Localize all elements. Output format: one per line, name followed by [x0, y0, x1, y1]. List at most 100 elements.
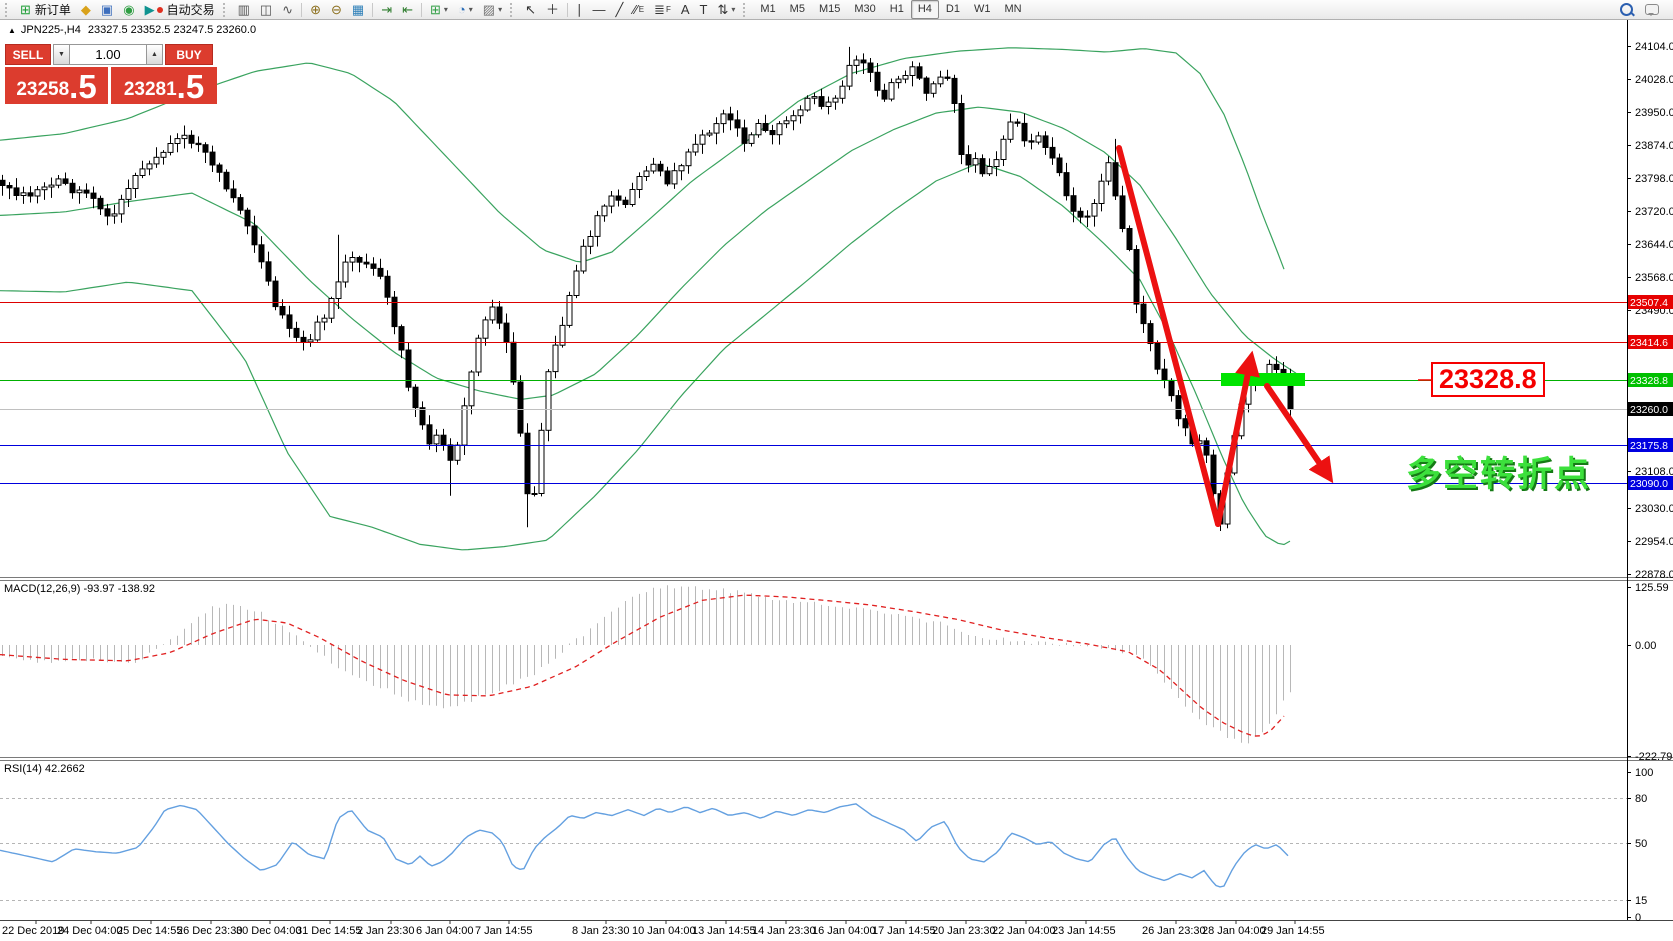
new-order-icon: ⊞ [20, 1, 31, 17]
fibonacci-sub-label: F [665, 4, 671, 14]
new-order-button[interactable]: ⊞ 新订单 [15, 0, 76, 20]
sell-price-button[interactable]: 23258.5 [5, 67, 108, 104]
toolbar-separator [301, 2, 303, 17]
tile-windows-button[interactable]: ▦ [347, 0, 369, 20]
data-window-icon: ▣ [100, 1, 114, 17]
symbol-bar: ▲ JPN225-,H4 23327.5 23352.5 23247.5 23260… [8, 24, 256, 36]
one-click-trade-panel: SELL ▼ ▲ BUY 23258.5 23281.5 [5, 44, 217, 104]
time-axis-label: 22 Dec 2019 [2, 925, 64, 937]
text-label-icon: T [699, 1, 708, 17]
toolbar-grip [743, 2, 750, 17]
time-axis-label: 13 Jan 14:55 [692, 925, 756, 937]
autotrading-button[interactable]: ▶ 自动交易 [140, 0, 220, 20]
sell-button[interactable]: SELL [5, 44, 51, 65]
timeframe-d1-button[interactable]: D1 [945, 3, 960, 15]
macd-scale-label: 0.00 [1635, 640, 1656, 652]
time-axis-label: 10 Jan 04:00 [632, 925, 696, 937]
templates-dropdown-icon[interactable]: ▾ [498, 4, 503, 14]
search-icon[interactable] [1620, 3, 1633, 16]
indicators-dropdown-icon[interactable]: ▾ [443, 4, 448, 14]
text-button[interactable]: A [676, 0, 695, 20]
y-axis-label: 23108.0 [1635, 466, 1673, 478]
price-callout-box[interactable]: 23328.8 [1431, 362, 1545, 397]
signals-button[interactable]: ◉ [118, 0, 139, 20]
red-trend-arrow-2[interactable] [1215, 350, 1260, 527]
chart-drawings [1116, 145, 1431, 527]
buy-button[interactable]: BUY [165, 44, 213, 65]
buy-price-main: 23281 [123, 79, 177, 100]
time-axis-label: 26 Jan 23:30 [1142, 925, 1206, 937]
toolbar-grip [222, 2, 230, 17]
horizontal-line-button[interactable]: — [588, 0, 611, 20]
tile-windows-icon: ▦ [351, 1, 365, 17]
rsi-scale-label: 80 [1635, 793, 1647, 805]
rsi-scale-label: 100 [1635, 767, 1653, 779]
timeframe-m5-button[interactable]: M5 [789, 3, 805, 15]
equidistant-channel-icon: ∕∕ [633, 1, 638, 17]
volume-decrease-button[interactable]: ▼ [53, 44, 70, 65]
timeframe-h4-button[interactable]: H4 [910, 0, 939, 19]
bar-chart-button[interactable]: ▥ [233, 0, 255, 20]
arrows-button[interactable]: ⇅ ▾ [712, 0, 740, 20]
indicators-button[interactable]: ⊞ ▾ [425, 0, 453, 20]
bar-chart-icon: ▥ [237, 1, 250, 17]
red-trend-arrow-3[interactable] [1264, 383, 1334, 484]
macd-label: MACD(12,26,9) -93.97 -138.92 [4, 583, 155, 595]
symbol-ohlc-values: 23327.5 23352.5 23247.5 23260.0 [87, 24, 257, 36]
zoom-out-button[interactable]: ⊖ [326, 0, 347, 20]
line-chart-button[interactable]: ∿ [277, 0, 298, 20]
arrows-dropdown-icon[interactable]: ▾ [731, 4, 736, 14]
volume-increase-button[interactable]: ▲ [146, 44, 163, 65]
timeframe-toolbar-group: M1 M5 M15 M30 H1 H4 D1 W1 MN [753, 0, 1028, 19]
templates-icon: ▨ [482, 1, 496, 17]
y-axis-label: 23568.0 [1635, 272, 1673, 284]
crosshair-button[interactable]: ＋ [541, 0, 564, 20]
chat-icon[interactable] [1645, 4, 1659, 16]
timeframe-h1-button[interactable]: H1 [889, 3, 904, 15]
text-label-button[interactable]: T [695, 0, 713, 20]
drawing-toolbar-group: ↖ ＋ ∣ — ╱ ∕∕ E ≣ F A T ⇅ ▾ [520, 0, 740, 20]
green-highlight-bar[interactable] [1221, 373, 1305, 386]
candlestick-chart-icon: ◫ [259, 1, 273, 17]
periods-button[interactable]: ◔ ▾ [453, 0, 478, 20]
red-trend-arrow-1[interactable] [1116, 145, 1221, 527]
timeframe-mn-button[interactable]: MN [1004, 3, 1022, 15]
periods-dropdown-icon[interactable]: ▾ [468, 4, 473, 14]
candlestick-chart-button[interactable]: ◫ [255, 0, 277, 20]
fibonacci-icon: ≣ [654, 1, 665, 17]
data-window-button[interactable]: ▣ [96, 0, 118, 20]
auto-scroll-button[interactable]: ⇥ [376, 0, 397, 20]
price-marker-23414.6 [1628, 335, 1673, 349]
price-marker-label: 23260.0 [1630, 404, 1668, 416]
timeframe-m1-button[interactable]: M1 [760, 3, 776, 15]
price-marker-label: 23328.8 [1630, 375, 1668, 387]
market-watch-button[interactable]: ◆ [76, 0, 96, 20]
macd-scale-label: 125.59 [1635, 582, 1669, 594]
chart-shift-button[interactable]: ⇤ [397, 0, 418, 20]
price-marker-label: 23414.6 [1630, 337, 1668, 349]
buy-price-button[interactable]: 23281.5 [111, 67, 217, 104]
time-axis-label: 30 Dec 04:00 [236, 925, 301, 937]
timeframe-m30-button[interactable]: M30 [854, 3, 876, 15]
equidistant-channel-button[interactable]: ∕∕ E [628, 0, 649, 20]
time-axis-label: 24 Dec 04:00 [57, 925, 122, 937]
trendline-button[interactable]: ╱ [611, 0, 629, 20]
vertical-line-button[interactable]: ∣ [571, 0, 588, 20]
fibonacci-button[interactable]: ≣ F [649, 0, 676, 20]
templates-button[interactable]: ▨ ▾ [478, 0, 507, 20]
arrows-icon: ⇅ [717, 1, 729, 17]
autotrading-status-dot [156, 6, 163, 13]
volume-input[interactable] [70, 44, 146, 65]
zoom-in-button[interactable]: ⊕ [305, 0, 326, 20]
cursor-button[interactable]: ↖ [520, 0, 541, 20]
pivot-annotation-text[interactable]: 多空转折点 [1406, 455, 1592, 494]
bollinger-lower-line [0, 162, 1291, 551]
timeframe-w1-button[interactable]: W1 [973, 3, 991, 15]
price-axis[interactable]: 24104.0 24028.0 23950.0 23874.0 23798.0 23720… [1627, 41, 1673, 581]
timeframe-m15-button[interactable]: M15 [818, 3, 841, 15]
sell-price-main: 23258 [16, 79, 70, 100]
symbol-menu-icon[interactable]: ▲ [8, 26, 16, 35]
